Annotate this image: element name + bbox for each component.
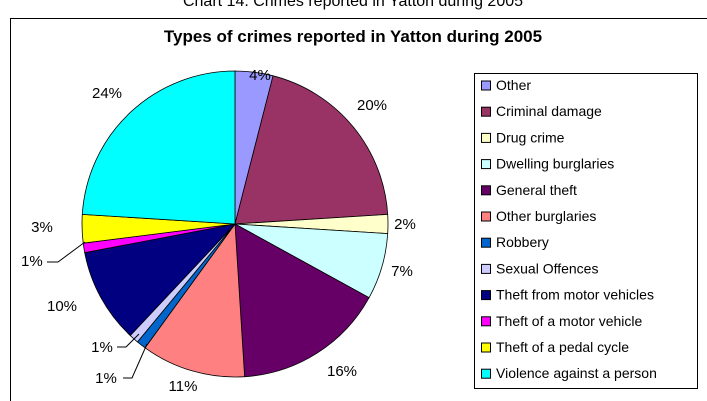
legend-swatch <box>481 237 491 248</box>
leader-line <box>123 343 148 379</box>
percent-label: 3% <box>31 219 53 236</box>
legend-swatch <box>481 211 491 222</box>
pie-slice-general-theft <box>234 223 370 378</box>
legend-label: Theft of a pedal cycle <box>496 339 629 355</box>
legend-swatch <box>481 290 491 301</box>
leader-lines <box>47 241 148 379</box>
percent-label: 7% <box>391 263 413 280</box>
percent-label: 20% <box>357 97 387 114</box>
legend-label: Other burglaries <box>496 208 596 224</box>
chart-title: Types of crimes reported in Yatton durin… <box>164 27 542 46</box>
percent-label: 24% <box>92 85 122 102</box>
leader-line <box>117 333 140 348</box>
percent-label: 4% <box>249 67 271 84</box>
pie-slices <box>81 70 389 378</box>
pie-slice-other-burglaries <box>144 222 246 378</box>
legend-label: Violence against a person <box>496 365 657 381</box>
percent-label: 11% <box>169 378 198 395</box>
legend: Other Criminal damage Drug crime Dwelling b… <box>474 73 698 389</box>
legend-swatch <box>481 316 491 327</box>
legend-label: Other <box>496 77 531 93</box>
legend-label: Criminal damage <box>496 103 602 119</box>
percent-label: 2% <box>394 216 416 233</box>
legend-label: Drug crime <box>496 129 565 145</box>
legend-swatch <box>481 185 491 196</box>
legend-swatch <box>481 80 491 91</box>
legend-label: General theft <box>496 182 577 198</box>
percent-label: 1% <box>21 253 43 270</box>
percent-label: 10% <box>47 298 77 315</box>
leader-line <box>47 241 86 263</box>
legend-swatch <box>481 132 491 143</box>
top-caption: Chart 14. Crimes reported in Yatton duri… <box>183 0 523 10</box>
legend-swatch <box>481 263 491 274</box>
legend-swatch <box>481 342 491 353</box>
pie-slice-theft-from-motor-vehicles <box>84 223 237 337</box>
percent-label: 1% <box>95 370 117 387</box>
percent-labels: 4% 20% 2% 7% 16% 11% 1% 1% 10% 1% 3% 24% <box>21 67 416 395</box>
legend-label: Theft of a motor vehicle <box>496 313 643 329</box>
legend-swatch <box>481 159 491 170</box>
legend-label: Robbery <box>496 234 549 250</box>
percent-label: 1% <box>91 339 113 356</box>
legend-swatch <box>481 106 491 117</box>
legend-label: Sexual Offences <box>496 260 598 276</box>
pie-slice-violence-against-a-person <box>81 70 236 225</box>
legend-box <box>474 73 698 389</box>
percent-label: 16% <box>327 363 357 380</box>
legend-swatch <box>481 368 491 379</box>
legend-label: Theft from motor vehicles <box>496 287 654 303</box>
pie-slice-criminal-damage <box>234 75 389 225</box>
legend-label: Dwelling burglaries <box>496 156 614 172</box>
